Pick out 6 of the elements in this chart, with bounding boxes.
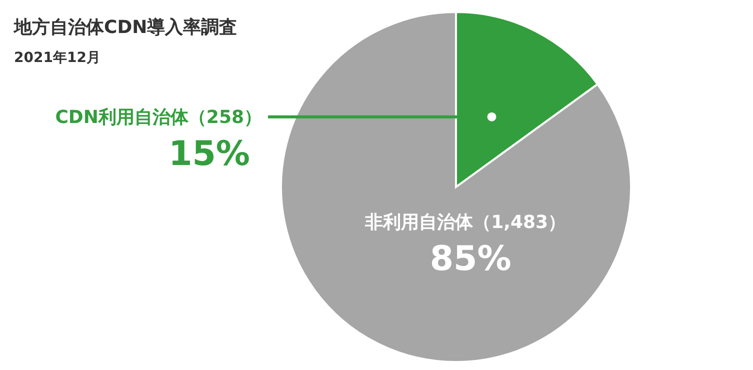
text: 2021年12月 bbox=[14, 50, 100, 66]
data-label: 15% bbox=[168, 134, 250, 174]
slice-label: CDN利用自治体（258） bbox=[55, 106, 262, 128]
data-label: 85% bbox=[430, 238, 512, 279]
chart-title: 地方自治体CDN導入率調査 bbox=[13, 17, 238, 38]
slice-label: 非利用自治体（1,483） bbox=[364, 212, 566, 233]
